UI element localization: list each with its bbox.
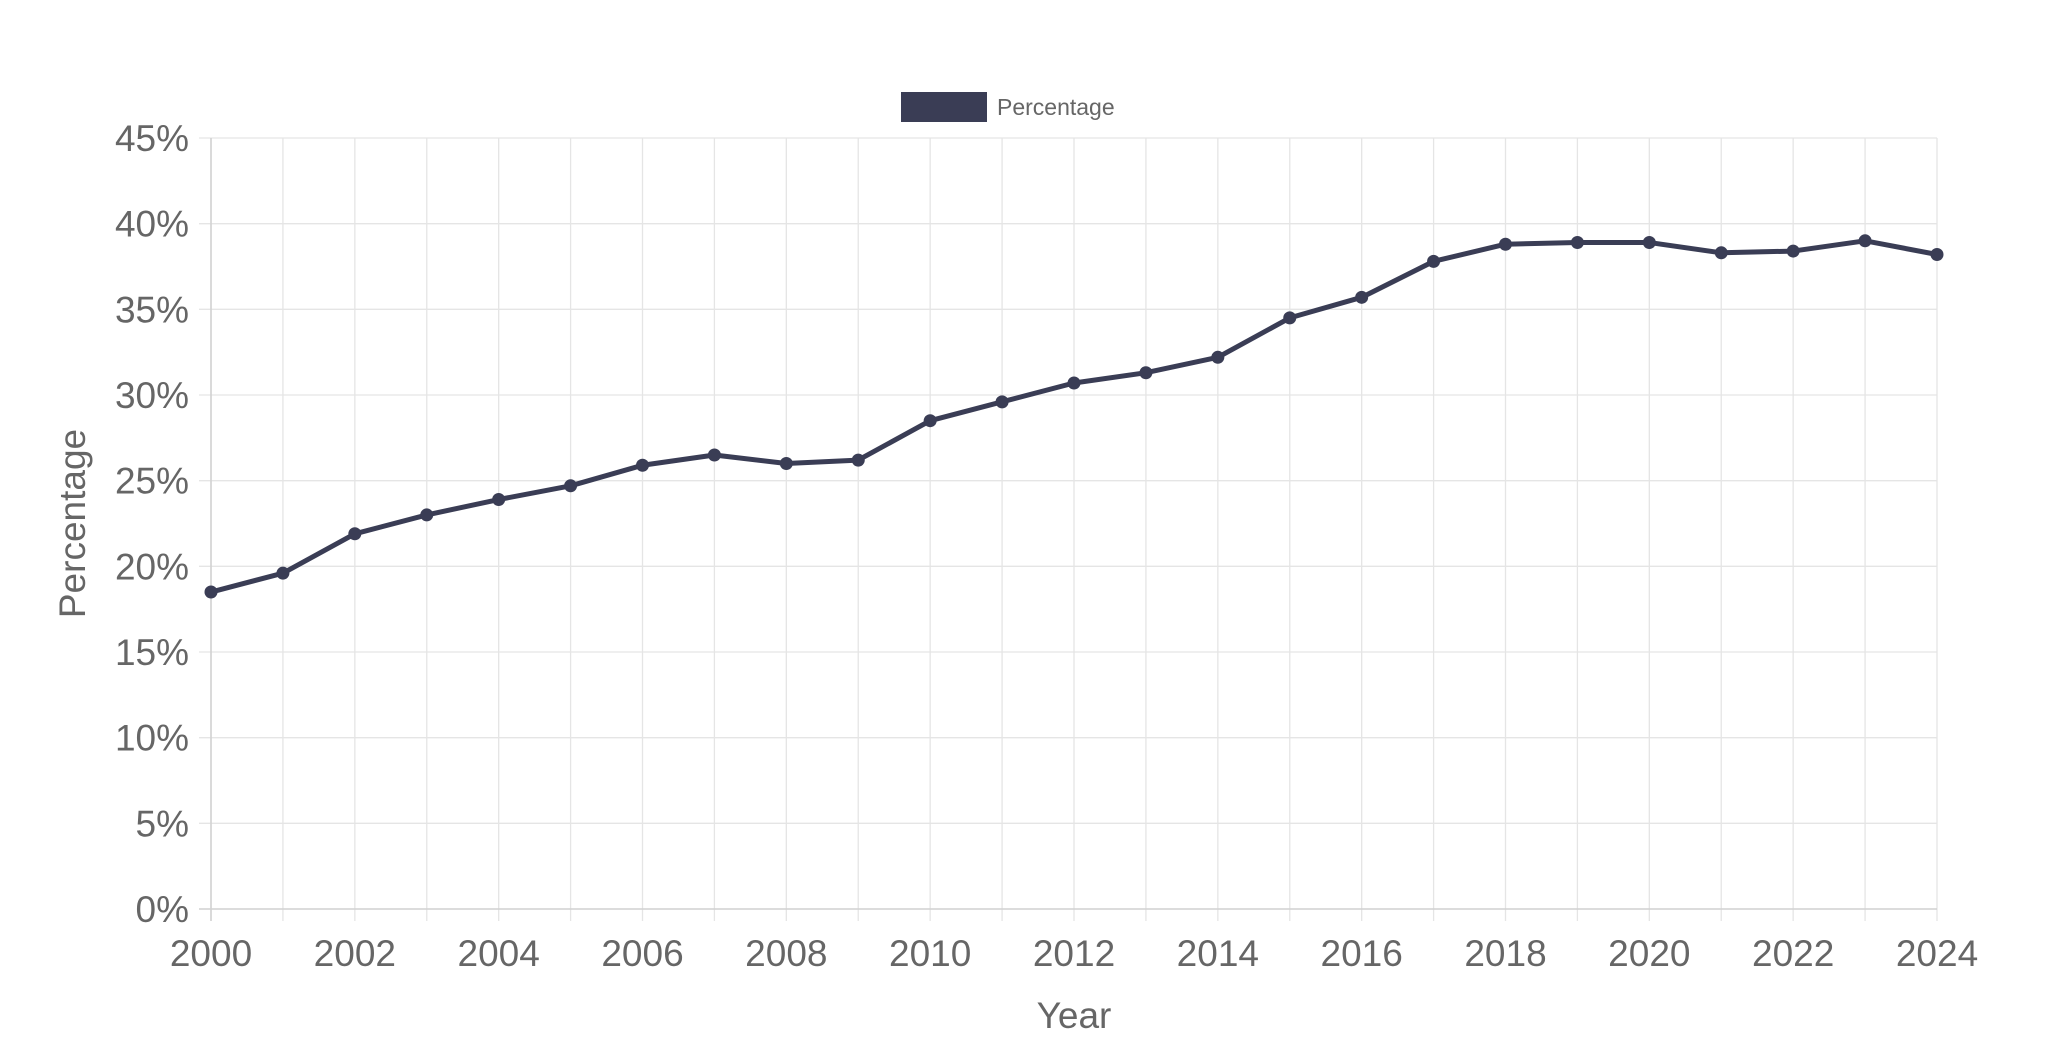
- x-tick-label: 2010: [889, 933, 971, 974]
- data-point: [1858, 234, 1872, 248]
- data-point: [276, 566, 290, 580]
- x-tick-label: 2004: [458, 933, 540, 974]
- x-axis-title: Year: [1037, 995, 1112, 1036]
- y-tick-label: 10%: [115, 718, 189, 759]
- data-point: [1283, 311, 1297, 325]
- y-tick-label: 20%: [115, 546, 189, 587]
- data-point: [420, 508, 434, 522]
- y-tick-label: 45%: [115, 118, 189, 159]
- x-tick-label: 2008: [745, 933, 827, 974]
- data-point: [636, 458, 649, 472]
- x-tick-label: 2018: [1464, 933, 1546, 974]
- data-point: [1786, 244, 1800, 258]
- data-point: [492, 493, 506, 507]
- data-point: [1067, 376, 1081, 390]
- data-point: [707, 448, 721, 462]
- y-tick-label: 0%: [136, 889, 189, 930]
- legend-label: Percentage: [997, 94, 1115, 120]
- x-tick-labels: 2000 2002 2004 2006 2008 2010 2012 2014 2016 2018…: [170, 933, 1978, 974]
- x-tick-label: 2016: [1321, 933, 1403, 974]
- data-point: [779, 457, 793, 471]
- data-point: [995, 395, 1009, 409]
- legend[interactable]: Percentage: [901, 92, 1115, 122]
- y-axis-title: Percentage: [52, 429, 93, 618]
- x-tick-label: 2024: [1896, 933, 1978, 974]
- y-tick-label: 30%: [115, 375, 189, 416]
- x-tick-label: 2012: [1033, 933, 1115, 974]
- series: [204, 234, 1944, 599]
- data-point: [1427, 254, 1441, 268]
- x-tick-label: 2000: [170, 933, 252, 974]
- data-point: [1714, 246, 1728, 260]
- legend-swatch: [901, 92, 987, 122]
- data-point: [348, 527, 362, 541]
- x-tick-label: 2002: [314, 933, 396, 974]
- data-point: [1499, 237, 1512, 251]
- axes: [199, 138, 1937, 921]
- data-point: [1930, 248, 1944, 262]
- data-point: [1139, 366, 1153, 380]
- y-tick-label: 40%: [115, 204, 189, 245]
- data-point: [204, 585, 218, 599]
- data-point: [1642, 236, 1656, 250]
- x-tick-label: 2020: [1608, 933, 1690, 974]
- y-tick-label: 5%: [136, 803, 189, 844]
- data-point: [923, 414, 937, 428]
- data-point: [851, 453, 865, 467]
- data-point: [1355, 290, 1369, 304]
- data-point: [1211, 350, 1225, 364]
- y-tick-labels: 0% 5% 10% 15% 20% 25% 30% 35% 40% 45%: [115, 118, 189, 930]
- grid: [199, 137, 1938, 921]
- data-point: [564, 479, 578, 493]
- y-tick-label: 35%: [115, 289, 189, 330]
- y-tick-label: 15%: [115, 632, 189, 673]
- x-tick-label: 2014: [1177, 933, 1259, 974]
- x-tick-label: 2006: [601, 933, 683, 974]
- y-tick-label: 25%: [115, 461, 189, 502]
- x-tick-label: 2022: [1752, 933, 1834, 974]
- data-point: [1570, 236, 1584, 250]
